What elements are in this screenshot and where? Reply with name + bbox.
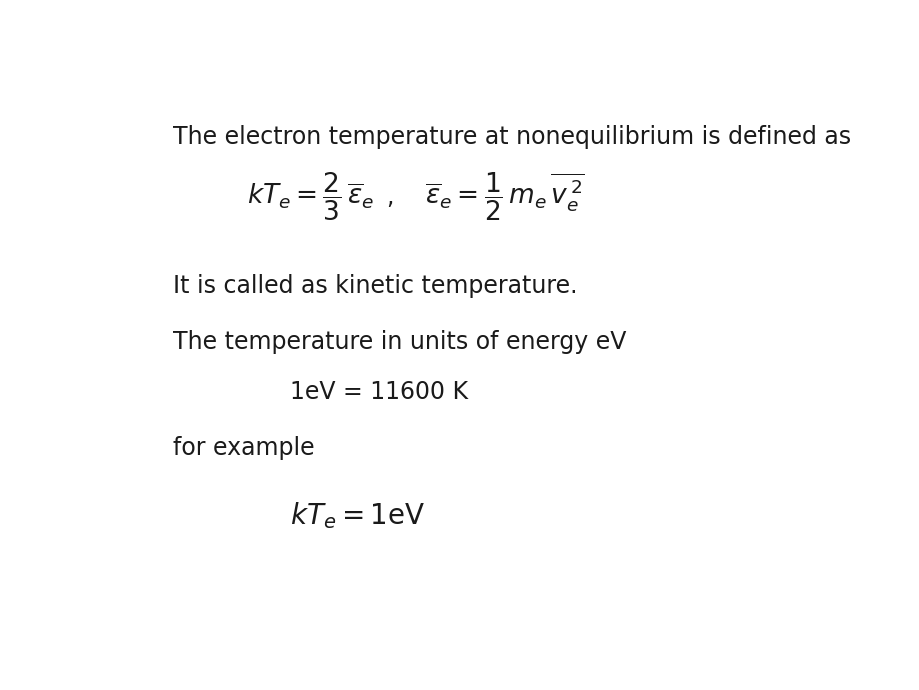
Text: The electron temperature at nonequilibrium is defined as: The electron temperature at nonequilibri… [174, 126, 851, 149]
Text: $kT_e = 1\mathrm{eV}$: $kT_e = 1\mathrm{eV}$ [289, 500, 425, 531]
Text: for example: for example [174, 436, 314, 460]
Text: $,$: $,$ [386, 186, 392, 208]
Text: $\overline{\varepsilon}_e = \dfrac{1}{2}\,m_e\,\overline{v_e^{\,2}}$: $\overline{\varepsilon}_e = \dfrac{1}{2}… [425, 171, 584, 223]
Text: The temperature in units of energy eV: The temperature in units of energy eV [174, 330, 626, 354]
Text: 1eV = 11600 K: 1eV = 11600 K [289, 380, 467, 404]
Text: It is called as kinetic temperature.: It is called as kinetic temperature. [174, 274, 577, 298]
Text: $kT_e = \dfrac{2}{3}\,\overline{\varepsilon}_e$: $kT_e = \dfrac{2}{3}\,\overline{\varepsi… [246, 171, 374, 223]
